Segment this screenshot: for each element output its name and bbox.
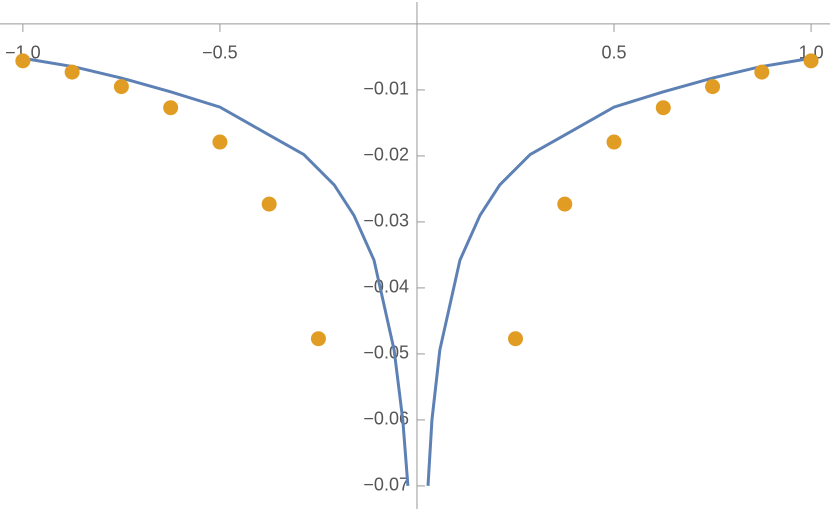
point xyxy=(803,53,819,69)
curve xyxy=(22,56,812,487)
y-tick-label: −0.01 xyxy=(363,79,409,99)
point xyxy=(507,331,523,347)
point xyxy=(606,134,622,150)
x-tick-label: 0.5 xyxy=(602,43,627,63)
point xyxy=(15,53,31,69)
y-tick-label: −0.03 xyxy=(363,211,409,231)
x-tick-label: −1.0 xyxy=(5,43,41,63)
y-tick-label: −0.02 xyxy=(363,145,409,165)
y-tick-label: −0.05 xyxy=(363,343,409,363)
point xyxy=(261,196,277,212)
point xyxy=(113,79,129,95)
point xyxy=(557,196,573,212)
point xyxy=(310,331,326,347)
point xyxy=(705,79,721,95)
y-tick-label: −0.04 xyxy=(363,277,409,297)
point xyxy=(212,134,228,150)
point xyxy=(163,100,179,116)
y-tick-label: −0.06 xyxy=(363,409,409,429)
point xyxy=(655,100,671,116)
point xyxy=(754,64,770,80)
point xyxy=(64,64,80,80)
y-tick-label: −0.07 xyxy=(363,475,409,495)
x-tick-label: −0.5 xyxy=(202,43,238,63)
